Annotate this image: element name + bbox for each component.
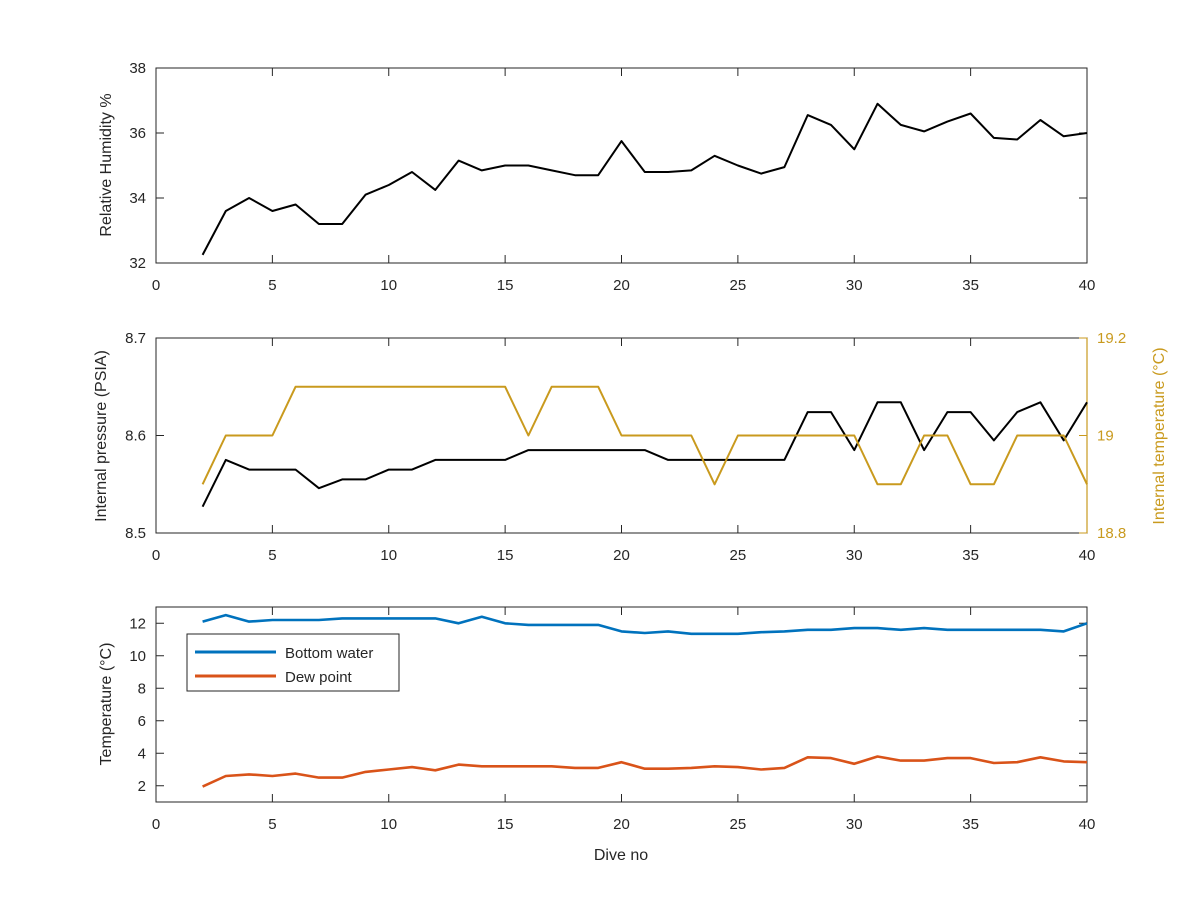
x-tick-label: 30 xyxy=(846,816,863,833)
y-tick-label: 32 xyxy=(129,255,146,272)
y-tick-label: 12 xyxy=(129,615,146,632)
legend-label-bottom-water: Bottom water xyxy=(285,645,373,662)
y-tick-label: 10 xyxy=(129,648,146,665)
series-line-relative-humidity xyxy=(201,102,1088,256)
x-tick-label: 10 xyxy=(380,816,397,833)
y-tick-label: 8 xyxy=(138,680,146,697)
panel-humidity-ylabel: Relative Humidity % xyxy=(98,93,115,236)
x-tick-label: 35 xyxy=(962,547,979,564)
panel-temperature-y-ticks: 2 4 6 8 10 12 xyxy=(129,615,1087,795)
legend-label-dew-point: Dew point xyxy=(285,669,353,686)
x-tick-label: 40 xyxy=(1079,816,1096,833)
series-line-internal-temperature xyxy=(201,385,1088,486)
panel-pressure-lines xyxy=(201,385,1088,508)
y-tick-label: 8.6 xyxy=(125,428,146,445)
panel-pressure-y-ticks: 8.5 8.6 8.7 xyxy=(125,330,164,542)
x-tick-label: 0 xyxy=(152,816,160,833)
right-y-tick-label: 19 xyxy=(1097,428,1114,445)
series-line-internal-pressure xyxy=(201,401,1088,508)
x-tick-label: 0 xyxy=(152,547,160,564)
panel-humidity: 0 5 10 15 20 25 30 35 40 32 34 36 38 Relative Humid… xyxy=(98,60,1095,294)
legend-box xyxy=(186,633,400,692)
x-tick-label: 40 xyxy=(1079,547,1096,564)
x-tick-label: 15 xyxy=(497,816,514,833)
series-line-bottom-water xyxy=(202,613,1088,636)
panel-temperature-xlabel: Dive no xyxy=(594,847,648,864)
x-tick-label: 35 xyxy=(962,277,979,294)
x-tick-label: 15 xyxy=(497,547,514,564)
x-tick-label: 30 xyxy=(846,547,863,564)
x-tick-label: 20 xyxy=(613,816,630,833)
panel-temperature: 0 5 10 15 20 25 30 35 40 2 4 6 8 10 12 Temperature (°… xyxy=(98,606,1096,864)
y-tick-label: 2 xyxy=(138,778,146,795)
panel-pressure-ylabel-right: Internal temperature (°C) xyxy=(1151,347,1168,524)
x-tick-label: 0 xyxy=(152,277,160,294)
y-tick-label: 4 xyxy=(138,745,146,762)
x-tick-label: 15 xyxy=(497,277,514,294)
panel-pressure-ylabel-left: Internal pressure (PSIA) xyxy=(93,350,110,522)
panel-pressure: 0 5 10 15 20 25 30 35 40 8.5 8.6 8.7 18.8 19 19.2 In… xyxy=(93,330,1168,564)
y-tick-label: 8.5 xyxy=(125,525,146,542)
x-tick-label: 25 xyxy=(730,547,747,564)
x-tick-label: 30 xyxy=(846,277,863,294)
right-y-tick-label: 18.8 xyxy=(1097,525,1126,542)
x-tick-label: 35 xyxy=(962,816,979,833)
x-tick-label: 5 xyxy=(268,816,276,833)
x-tick-label: 25 xyxy=(730,277,747,294)
panel-pressure-y-ticks-right: 18.8 19 19.2 xyxy=(1079,330,1126,542)
x-tick-label: 5 xyxy=(268,277,276,294)
x-tick-label: 10 xyxy=(380,547,397,564)
x-tick-label: 20 xyxy=(613,277,630,294)
panel-temperature-ylabel: Temperature (°C) xyxy=(98,643,115,766)
panel-temperature-lines xyxy=(202,613,1088,788)
panel-humidity-y-ticks: 32 34 36 38 xyxy=(129,60,1087,272)
x-tick-label: 10 xyxy=(380,277,397,294)
y-tick-label: 38 xyxy=(129,60,146,77)
x-tick-label: 20 xyxy=(613,547,630,564)
x-tick-label: 25 xyxy=(730,816,747,833)
y-tick-label: 36 xyxy=(129,125,146,142)
x-tick-label: 40 xyxy=(1079,277,1096,294)
right-y-tick-label: 19.2 xyxy=(1097,330,1126,347)
panel-humidity-lines xyxy=(201,102,1088,256)
y-tick-label: 34 xyxy=(129,190,146,207)
panel-humidity-x-ticks: 0 5 10 15 20 25 30 35 40 xyxy=(152,68,1096,294)
series-line-dew-point xyxy=(202,755,1088,788)
y-tick-label: 8.7 xyxy=(125,330,146,347)
panel-pressure-x-ticks: 0 5 10 15 20 25 30 35 40 xyxy=(152,338,1096,564)
panel-temperature-x-ticks: 0 5 10 15 20 25 30 35 40 xyxy=(152,607,1096,833)
x-tick-label: 5 xyxy=(268,547,276,564)
y-tick-label: 6 xyxy=(138,713,146,730)
legend: Bottom water Dew point xyxy=(186,633,400,692)
